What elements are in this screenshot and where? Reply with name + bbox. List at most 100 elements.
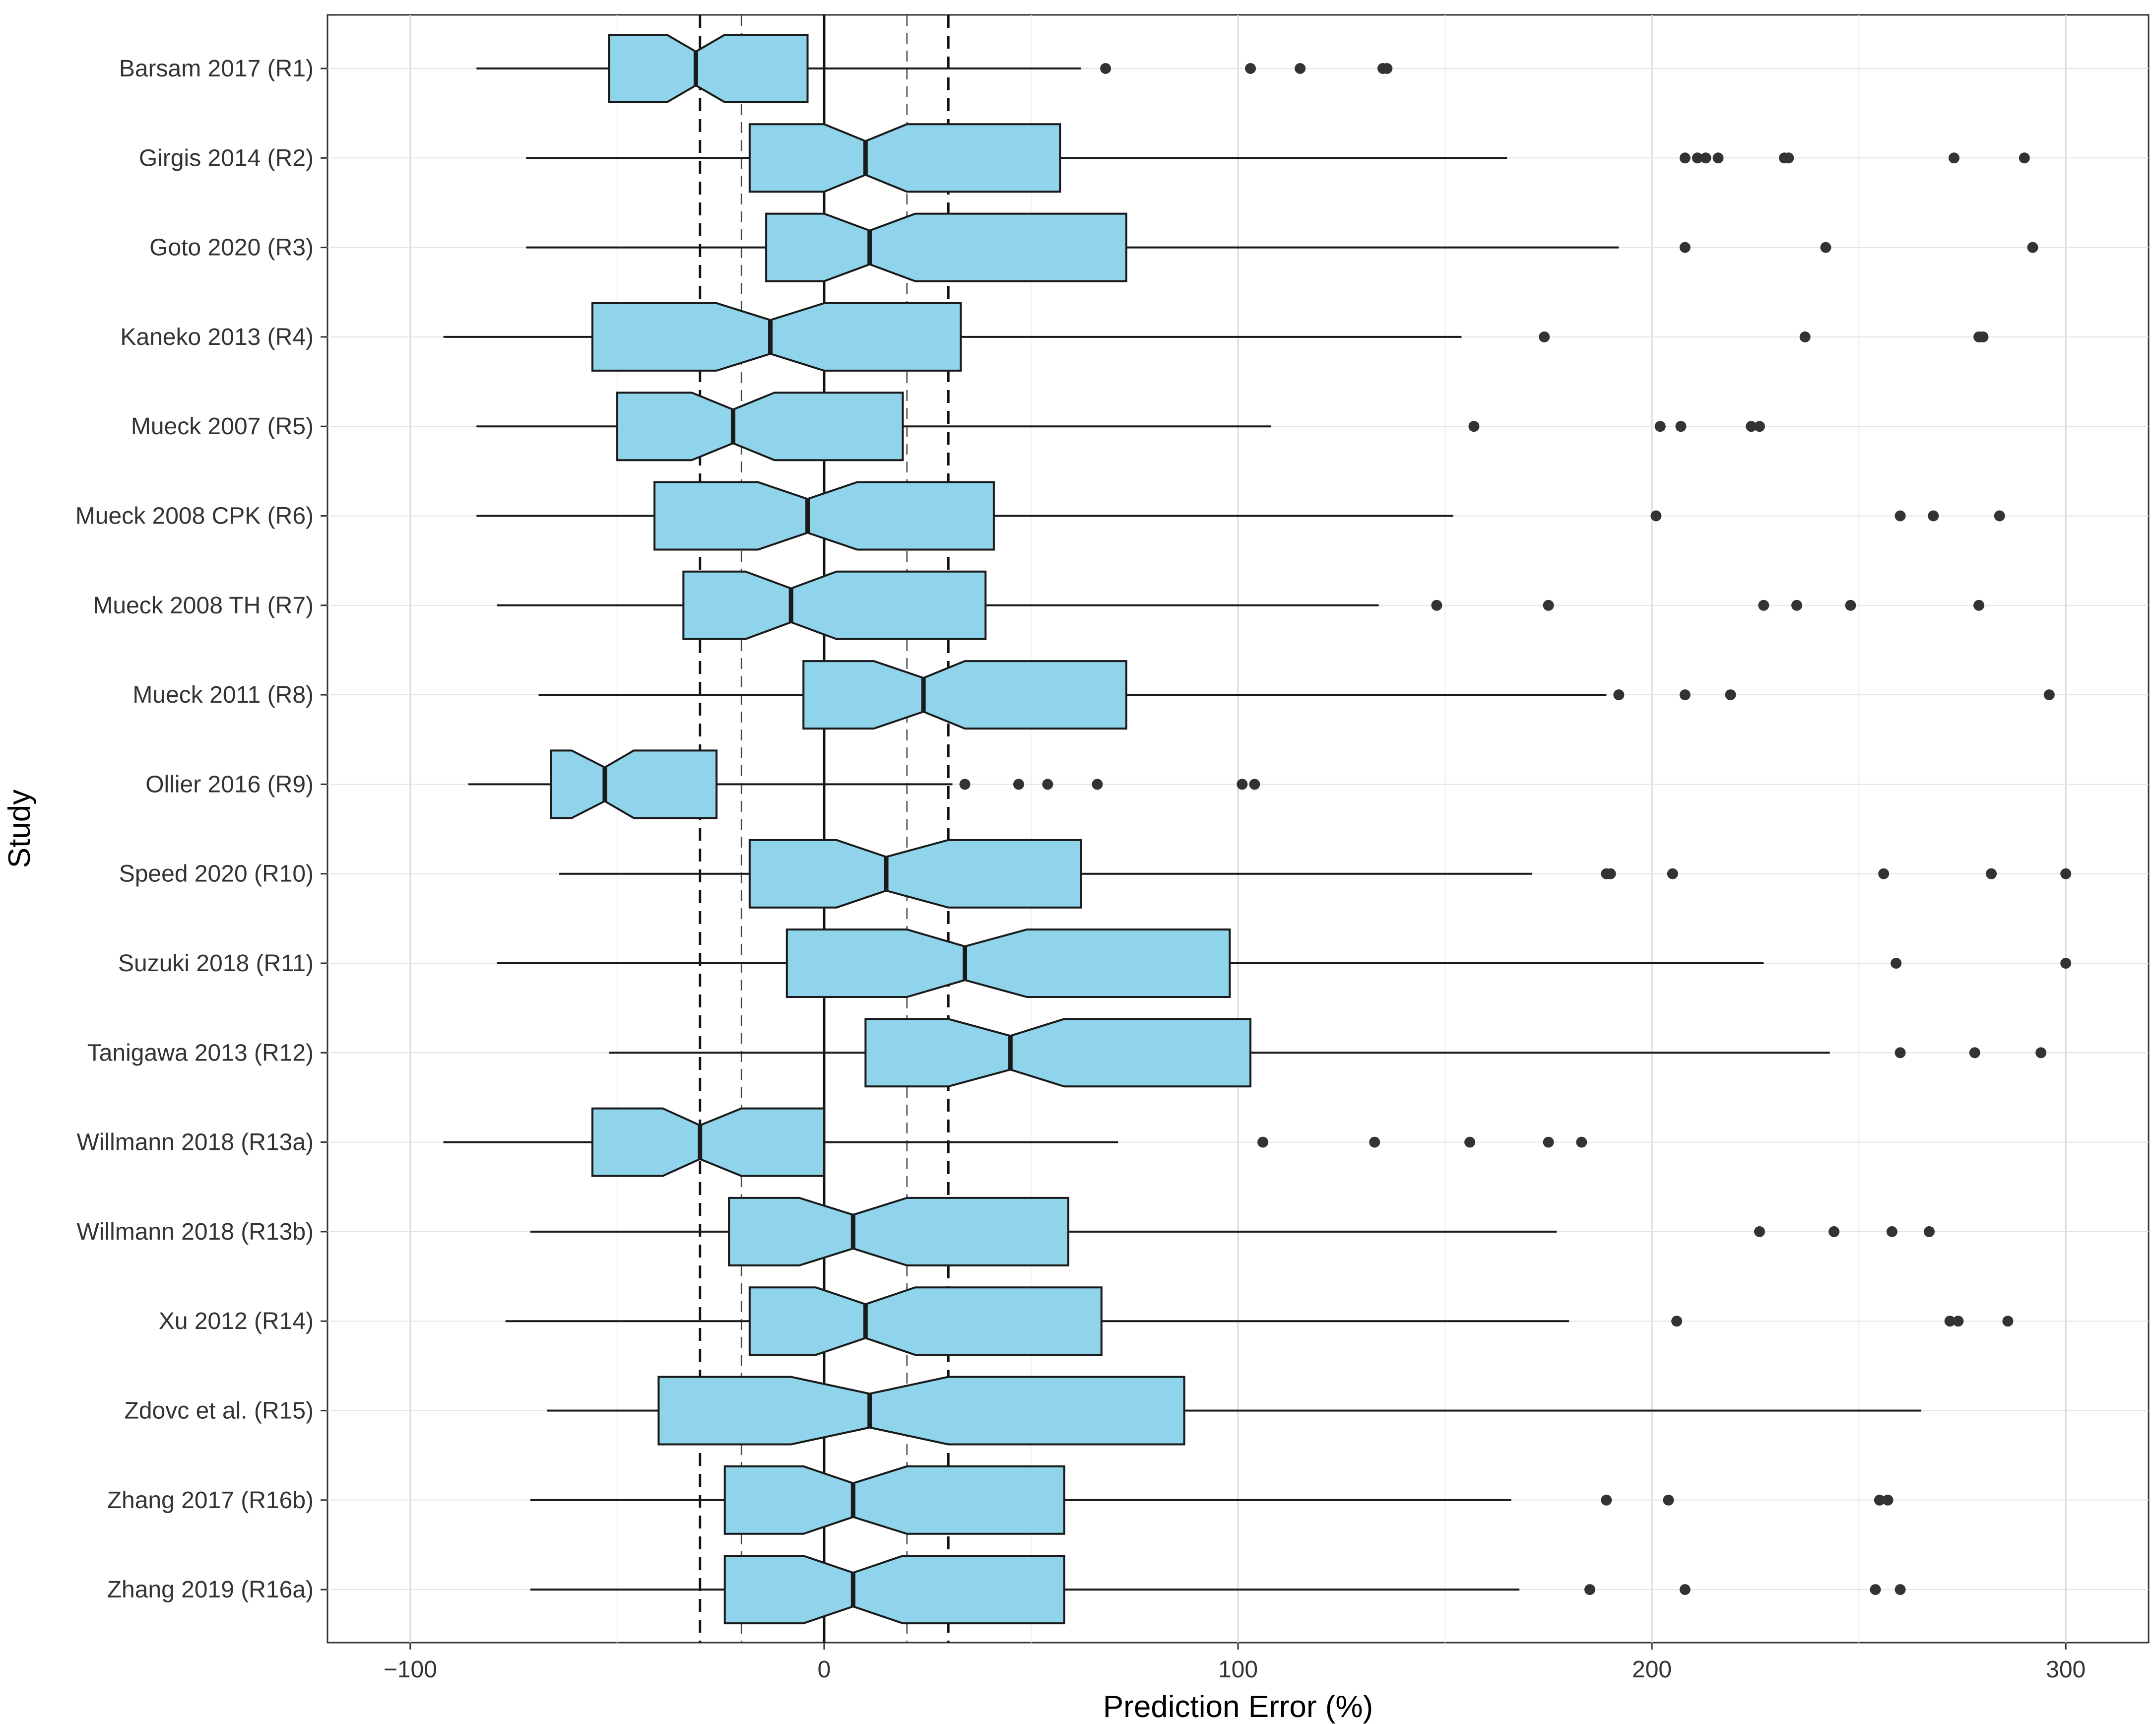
- y-tick-label: Barsam 2017 (R1): [119, 56, 314, 82]
- outlier-point: [1654, 421, 1666, 432]
- outlier-point: [1986, 868, 1997, 879]
- outlier-point: [1543, 599, 1554, 611]
- y-tick-label: Willmann 2018 (R13b): [76, 1219, 314, 1245]
- outlier-point: [959, 779, 971, 790]
- outlier-point: [1042, 779, 1053, 790]
- outlier-point: [1539, 331, 1550, 342]
- notched-box: [591, 302, 962, 372]
- y-tick-label: Xu 2012 (R14): [159, 1308, 314, 1334]
- study-box-group: [497, 928, 2072, 998]
- outlier-point: [1870, 1584, 1881, 1595]
- study-box-group: [476, 392, 1765, 462]
- reference-lines: [699, 15, 950, 1643]
- outlier-point: [1944, 1316, 1956, 1327]
- outlier-point: [2019, 152, 2030, 164]
- outlier-point: [1100, 63, 1111, 74]
- outlier-point: [1928, 510, 1939, 522]
- outlier-point: [1584, 1584, 1595, 1595]
- outlier-point: [1249, 779, 1260, 790]
- notched-box: [723, 1555, 1065, 1625]
- study-box-group: [526, 212, 2038, 282]
- x-axis-title: Prediction Error (%): [1103, 1690, 1373, 1724]
- y-tick-label: Girgis 2014 (R2): [139, 145, 314, 171]
- study-box-group: [559, 839, 2072, 909]
- outlier-point: [1576, 1136, 1587, 1148]
- outlier-point: [1746, 421, 1757, 432]
- study-box-group: [609, 1018, 2047, 1088]
- study-box-group: [468, 749, 1260, 819]
- y-tick-label: Mueck 2011 (R8): [132, 682, 314, 708]
- y-tick-label: Willmann 2018 (R13a): [76, 1129, 314, 1156]
- notched-box: [748, 839, 1082, 909]
- y-axis-title: Study: [2, 790, 37, 868]
- outlier-point: [2035, 1047, 2047, 1059]
- box-plots: [443, 34, 2072, 1625]
- outlier-point: [1845, 599, 1856, 611]
- y-tick-label: Kaneko 2013 (R4): [120, 324, 314, 350]
- y-tick-label: Goto 2020 (R3): [149, 235, 314, 261]
- outlier-point: [1295, 63, 1306, 74]
- outlier-point: [2060, 958, 2072, 969]
- notched-box: [723, 1465, 1065, 1535]
- notched-box: [748, 1286, 1103, 1356]
- y-tick-label: Tanigawa 2013 (R12): [87, 1040, 314, 1066]
- outlier-point: [1601, 1494, 1612, 1506]
- outlier-point: [1679, 1584, 1691, 1595]
- y-tick-label: Zdovc et al. (R15): [125, 1398, 314, 1424]
- outlier-point: [1895, 510, 1906, 522]
- x-tick-label: 100: [1218, 1657, 1258, 1683]
- outlier-point: [1700, 152, 1711, 164]
- outlier-point: [1820, 242, 1831, 253]
- outlier-point: [1679, 689, 1691, 701]
- outlier-point: [1973, 599, 1985, 611]
- x-tick-label: 300: [2046, 1657, 2086, 1683]
- outlier-point: [1923, 1226, 1935, 1237]
- outlier-point: [1948, 152, 1960, 164]
- outlier-point: [1613, 689, 1625, 701]
- outlier-point: [1799, 331, 1811, 342]
- outlier-point: [1381, 63, 1393, 74]
- outlier-point: [1783, 152, 1794, 164]
- outlier-point: [1886, 1226, 1897, 1237]
- axes: Barsam 2017 (R1) Girgis 2014 (R2) Goto 202…: [75, 56, 2086, 1683]
- outlier-point: [1754, 1226, 1765, 1237]
- outlier-point: [2002, 1316, 2014, 1327]
- outlier-point: [1754, 421, 1765, 432]
- outlier-point: [1543, 1136, 1554, 1148]
- study-box-group: [530, 1465, 1894, 1535]
- study-box-group: [476, 481, 2005, 551]
- study-box-group: [530, 1196, 1935, 1266]
- outlier-point: [1464, 1136, 1476, 1148]
- x-tick-label: 0: [818, 1657, 831, 1683]
- y-tick-label: Zhang 2017 (R16b): [107, 1487, 314, 1514]
- study-box-group: [443, 302, 1989, 372]
- outlier-point: [2027, 242, 2038, 253]
- outlier-point: [1679, 152, 1691, 164]
- y-tick-label: Mueck 2008 TH (R7): [93, 593, 314, 619]
- notched-box: [785, 928, 1231, 998]
- study-box-group: [547, 1376, 1921, 1446]
- outlier-point: [1245, 63, 1256, 74]
- outlier-point: [1977, 331, 1989, 342]
- outlier-point: [1605, 868, 1616, 879]
- study-box-group: [497, 570, 1985, 640]
- notched-box: [653, 481, 995, 551]
- outlier-point: [2043, 689, 2055, 701]
- notched-box: [728, 1196, 1069, 1266]
- outlier-point: [1675, 421, 1687, 432]
- outlier-point: [2060, 868, 2072, 879]
- outlier-point: [1237, 779, 1248, 790]
- outlier-point: [1878, 868, 1890, 879]
- outlier-point: [1712, 152, 1724, 164]
- y-tick-label: Mueck 2008 CPK (R6): [75, 503, 314, 530]
- outlier-point: [1369, 1136, 1380, 1148]
- outlier-point: [1650, 510, 1662, 522]
- outlier-point: [1692, 152, 1703, 164]
- outlier-point: [1758, 599, 1769, 611]
- y-tick-label: Speed 2020 (R10): [119, 861, 314, 887]
- notched-box: [616, 392, 904, 462]
- notched-box: [802, 660, 1127, 730]
- study-box-group: [538, 660, 2055, 730]
- study-box-group: [476, 34, 1393, 103]
